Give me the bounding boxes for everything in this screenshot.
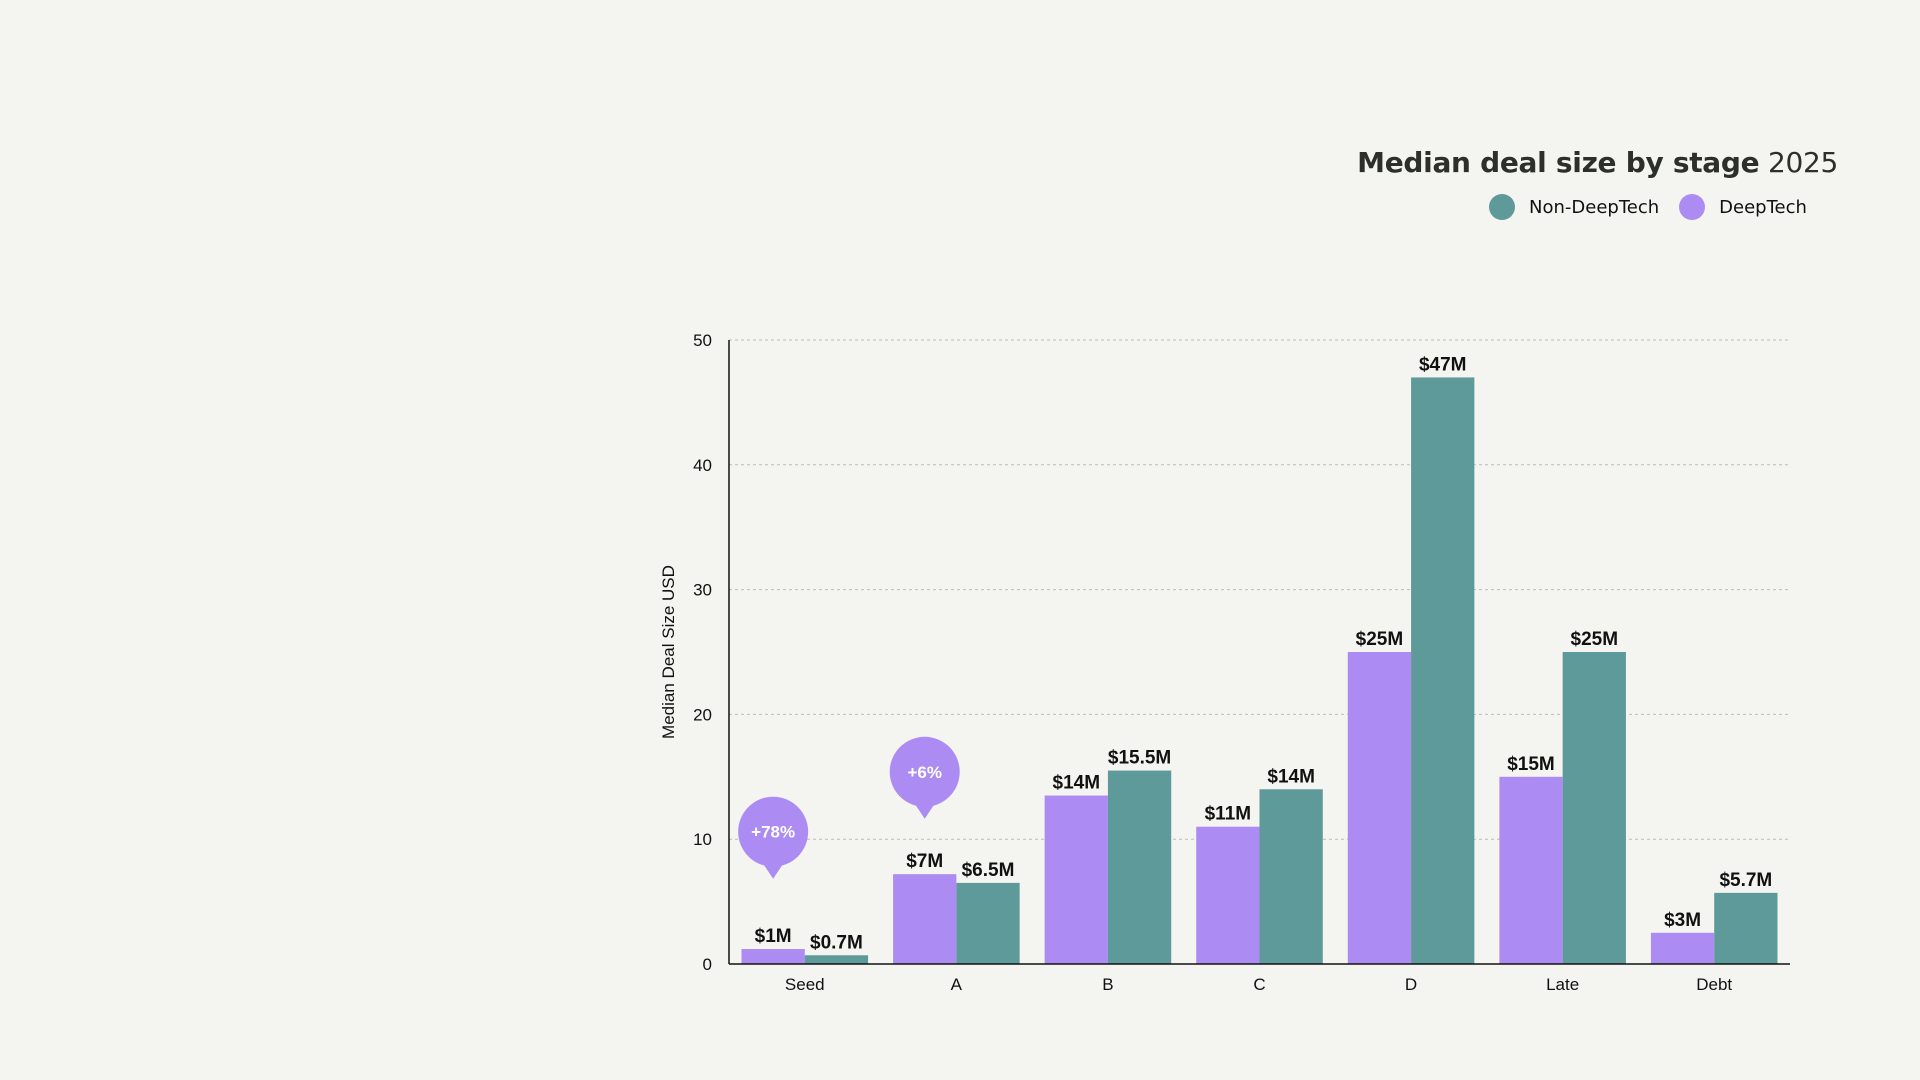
bubble-pointer <box>761 860 786 879</box>
gridlines <box>729 339 1790 840</box>
category-label: C <box>1253 975 1265 994</box>
y-tick-label: 30 <box>693 581 712 600</box>
bar-non-deeptech <box>804 955 869 964</box>
bar-deeptech <box>1347 652 1412 964</box>
value-label-deeptech: $1M <box>755 926 792 947</box>
value-label-non-deeptech: $47M <box>1419 354 1467 375</box>
category-labels: Seed A B C D Late Debt <box>785 975 1733 994</box>
annotation-bubble: +6% <box>889 736 960 819</box>
legend-swatch-deeptech <box>1679 194 1706 220</box>
y-tick-label: 40 <box>693 456 712 475</box>
legend-swatch-non-deeptech <box>1489 194 1515 220</box>
bubble-pointer <box>912 800 937 819</box>
y-tick-label: 0 <box>703 955 712 974</box>
bubble-circle <box>889 736 960 807</box>
bar-non-deeptech <box>1562 652 1626 964</box>
legend: Non-DeepTech DeepTech <box>1489 194 1827 220</box>
bar-deeptech <box>1196 826 1260 964</box>
bubble-label: +78% <box>751 823 795 842</box>
value-label-non-deeptech: $5.7M <box>1719 870 1772 891</box>
bar-non-deeptech <box>1411 377 1475 964</box>
category-label: Late <box>1546 975 1579 994</box>
y-tick-label: 10 <box>693 830 712 849</box>
bars <box>741 377 1778 964</box>
category-label: B <box>1102 975 1113 994</box>
bar-non-deeptech <box>956 882 1020 964</box>
bar-deeptech <box>1044 795 1108 964</box>
bubble-label: +6% <box>907 763 942 782</box>
y-axis-ticks: 0 10 20 30 40 50 <box>693 331 712 974</box>
annotations: +78% +6% <box>738 736 960 879</box>
bar-non-deeptech <box>1714 892 1778 964</box>
value-label-deeptech: $11M <box>1205 804 1251 825</box>
chart-title-year: 2025 <box>1767 146 1838 179</box>
value-label-deeptech: $14M <box>1053 773 1101 794</box>
legend-item-deeptech: DeepTech <box>1679 194 1807 220</box>
y-axis-title: Median Deal Size USD <box>659 565 678 739</box>
legend-label-deeptech: DeepTech <box>1719 196 1807 218</box>
category-label: A <box>951 975 963 994</box>
value-label-non-deeptech: $0.7M <box>810 932 863 953</box>
value-label-deeptech: $25M <box>1356 629 1404 650</box>
value-label-non-deeptech: $14M <box>1267 766 1315 787</box>
value-label-non-deeptech: $6.5M <box>962 860 1015 881</box>
bar-deeptech <box>1499 776 1563 964</box>
y-tick-label: 50 <box>693 331 712 350</box>
value-label-non-deeptech: $25M <box>1571 629 1619 650</box>
legend-item-non-deeptech: Non-DeepTech <box>1489 194 1659 220</box>
category-label: Seed <box>785 975 825 994</box>
value-label-deeptech: $15M <box>1507 754 1555 775</box>
y-tick-label: 20 <box>693 705 712 724</box>
value-label-deeptech: $7M <box>906 851 943 872</box>
value-labels: $1M $0.7M $7M $6.5M $14M $15.5M $11M $14M $25M $4… <box>755 354 1773 953</box>
bar-non-deeptech <box>1259 789 1323 964</box>
bar-deeptech <box>893 874 957 964</box>
bubble-circle <box>738 796 809 867</box>
bar-deeptech <box>741 949 805 964</box>
bar-non-deeptech <box>1107 770 1172 964</box>
value-label-non-deeptech: $15.5M <box>1108 748 1171 769</box>
legend-label-non-deeptech: Non-DeepTech <box>1529 196 1660 218</box>
category-label: Debt <box>1696 975 1732 994</box>
chart-title-main: Median deal size by stage <box>1357 146 1760 179</box>
annotation-bubble: +78% <box>738 796 809 879</box>
bar-deeptech <box>1650 932 1715 964</box>
value-label-deeptech: $3M <box>1664 910 1701 931</box>
chart-title: Median deal size by stage 2025 <box>1357 146 1838 179</box>
category-label: D <box>1405 975 1417 994</box>
